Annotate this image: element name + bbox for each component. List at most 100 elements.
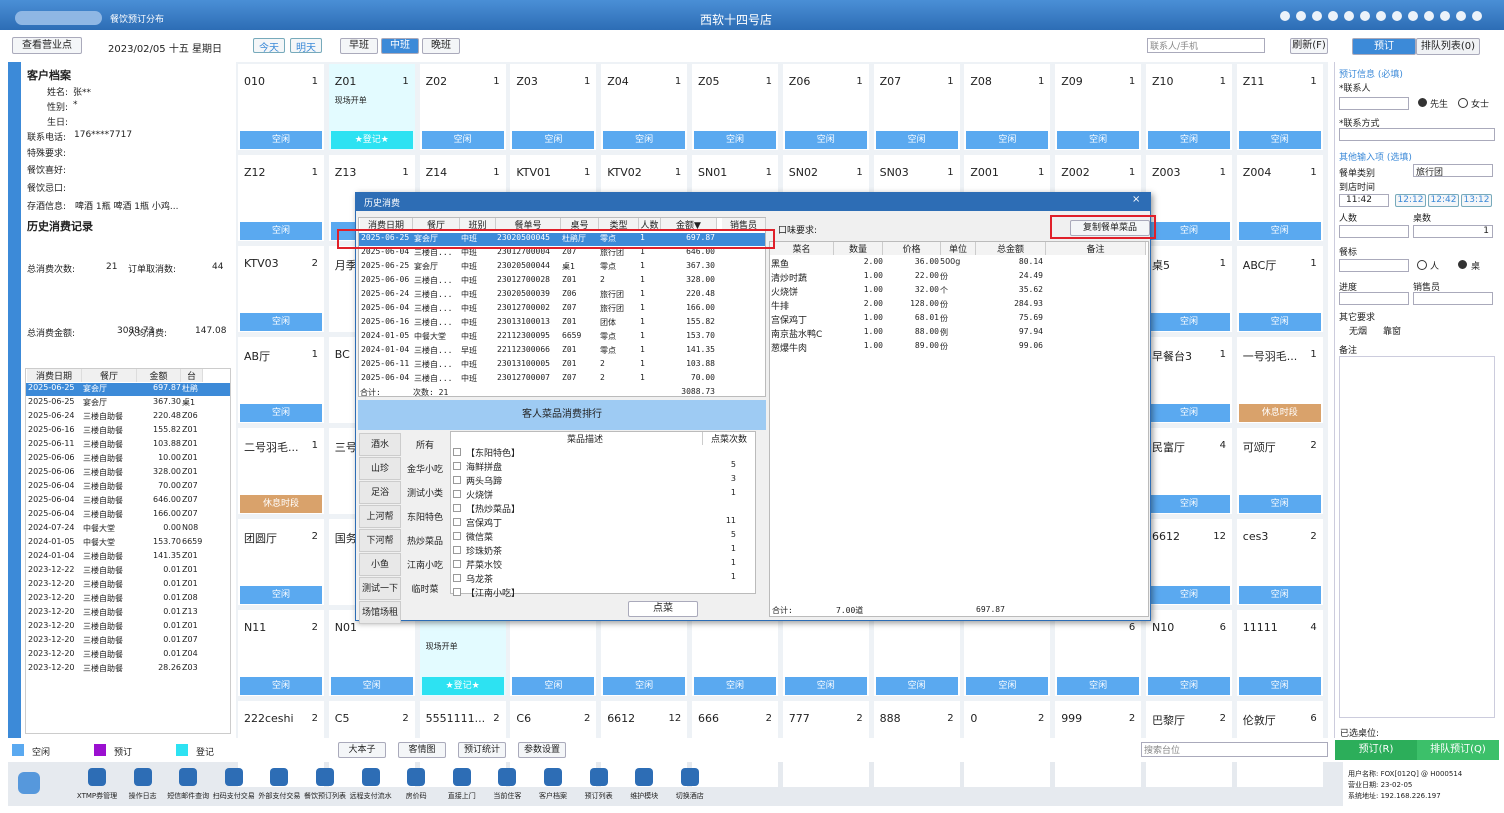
checkbox[interactable] (453, 532, 461, 540)
book-button[interactable]: 预订(R) (1335, 740, 1417, 760)
table-status[interactable]: 空闲 (603, 131, 686, 149)
taskbar-icon[interactable] (452, 768, 471, 786)
table-status[interactable]: 空闲 (330, 677, 413, 695)
table-status[interactable]: 空闲 (966, 677, 1049, 695)
checkbox[interactable] (453, 462, 461, 470)
table-tile[interactable] (873, 701, 960, 787)
radio[interactable] (1458, 260, 1467, 269)
subcategory-tab[interactable]: 东阳特色 (406, 513, 443, 523)
table-status[interactable]: 空闲 (1148, 404, 1230, 422)
category-tab[interactable]: 上河帮 (359, 505, 401, 528)
taskbar-icon[interactable] (680, 768, 699, 786)
table-tile[interactable] (692, 701, 778, 787)
table-status[interactable]: ★登记★ (421, 677, 504, 695)
checkbox[interactable] (453, 476, 461, 484)
category-tab[interactable]: 小鱼 (359, 553, 401, 576)
taskbar-icon[interactable] (179, 768, 198, 786)
panel-tab[interactable]: 预订 (1352, 38, 1416, 55)
top-icon[interactable] (1296, 11, 1306, 21)
taskbar-icon[interactable] (316, 768, 334, 786)
table-status[interactable]: 空闲 (512, 677, 595, 695)
time-chip[interactable]: 13:12 (1461, 194, 1492, 207)
table-status[interactable]: 空闲 (1238, 313, 1321, 331)
category-tab[interactable]: 场馆场租 (359, 601, 401, 624)
top-icon[interactable] (1312, 11, 1322, 21)
taskbar-icon[interactable] (635, 768, 654, 786)
shift[interactable]: 中班 (381, 38, 419, 54)
bottom-button[interactable]: 大本子 (338, 742, 386, 758)
table-tile[interactable] (782, 701, 869, 787)
table-status[interactable]: 空闲 (240, 313, 322, 331)
top-icon[interactable] (1280, 11, 1290, 21)
subcategory-tab[interactable]: 测试小类 (406, 489, 443, 499)
time-chip[interactable]: 12:42 (1428, 194, 1459, 207)
table-status[interactable]: 空闲 (240, 586, 322, 604)
table-status[interactable]: 空闲 (603, 677, 686, 695)
close-button[interactable]: × (1132, 194, 1141, 205)
queue-button[interactable]: 排队预订(Q) (1417, 740, 1499, 760)
table-status[interactable]: 空闲 (966, 131, 1049, 149)
checkbox[interactable] (453, 546, 461, 554)
top-icon[interactable] (1440, 11, 1450, 21)
top-icon[interactable] (1376, 11, 1386, 21)
table-status[interactable]: 空闲 (240, 677, 322, 695)
table-status[interactable]: 空闲 (1148, 313, 1230, 331)
category-tab[interactable]: 足浴 (359, 481, 401, 504)
table-status[interactable]: 空闲 (1148, 495, 1230, 513)
top-icon[interactable] (1456, 11, 1466, 21)
taskbar-icon[interactable] (407, 768, 426, 786)
taskbar-icon[interactable] (498, 768, 517, 786)
table-status[interactable]: 空闲 (694, 677, 776, 695)
taskbar-icon[interactable] (589, 768, 608, 786)
subcategory-tab[interactable]: 临时菜 (411, 585, 439, 595)
table-status[interactable]: 空闲 (875, 131, 958, 149)
table-status[interactable]: 空闲 (1238, 131, 1321, 149)
top-icon[interactable] (1360, 11, 1370, 21)
table-status[interactable]: 空闲 (875, 677, 958, 695)
bottom-button[interactable]: 参数设置 (518, 742, 566, 758)
table-tile[interactable] (1055, 701, 1142, 787)
today[interactable]: 今天 (253, 38, 285, 54)
table-status[interactable]: 空闲 (1238, 495, 1321, 513)
select[interactable] (1339, 292, 1409, 305)
table-status[interactable]: 空闲 (240, 404, 322, 422)
taskbar-icon[interactable] (270, 768, 289, 786)
subcategory-tab[interactable]: 所有 (415, 441, 434, 451)
outlet-button[interactable]: 查看营业点 (12, 37, 82, 54)
top-icon[interactable] (1344, 11, 1354, 21)
table-status[interactable]: 空闲 (784, 677, 867, 695)
table-status[interactable]: 空闲 (1238, 586, 1321, 604)
shift[interactable]: 晚班 (422, 38, 460, 54)
table-status[interactable]: 休息时段 (240, 495, 322, 513)
radio[interactable] (1458, 98, 1468, 108)
bottom-button[interactable]: 客情图 (398, 742, 446, 758)
shift[interactable]: 早班 (340, 38, 378, 54)
top-icon[interactable] (1472, 11, 1482, 21)
tomorrow[interactable]: 明天 (290, 38, 322, 54)
table-status[interactable]: 空闲 (1148, 677, 1230, 695)
top-icon[interactable] (1408, 11, 1418, 21)
checkbox[interactable] (453, 588, 461, 596)
subcategory-tab[interactable]: 金华小吃 (406, 465, 443, 475)
table-status[interactable]: 休息时段 (1238, 404, 1321, 422)
radio[interactable] (1418, 98, 1427, 107)
table-status[interactable]: 空闲 (694, 131, 776, 149)
table-status[interactable]: 空闲 (1148, 222, 1230, 240)
checkbox[interactable] (453, 504, 461, 512)
table-tile[interactable] (1146, 701, 1232, 787)
order-button[interactable]: 点菜 (628, 601, 698, 617)
table-tile[interactable] (1236, 701, 1323, 787)
table-status[interactable]: 空闲 (1238, 677, 1321, 695)
time-chip[interactable]: 12:12 (1395, 194, 1426, 207)
table-status[interactable]: 空闲 (784, 131, 867, 149)
radio[interactable] (1417, 260, 1427, 270)
checkbox[interactable] (453, 518, 461, 526)
table-status[interactable]: 空闲 (1057, 131, 1140, 149)
subcategory-tab[interactable]: 江南小吃 (406, 561, 443, 571)
category-tab[interactable]: 测试一下 (359, 577, 401, 600)
bottom-button[interactable]: 预订统计 (458, 742, 506, 758)
checkbox[interactable] (453, 574, 461, 582)
table-status[interactable]: 空闲 (1238, 222, 1321, 240)
table-tile[interactable] (964, 701, 1051, 787)
table-status[interactable]: 空闲 (421, 131, 504, 149)
